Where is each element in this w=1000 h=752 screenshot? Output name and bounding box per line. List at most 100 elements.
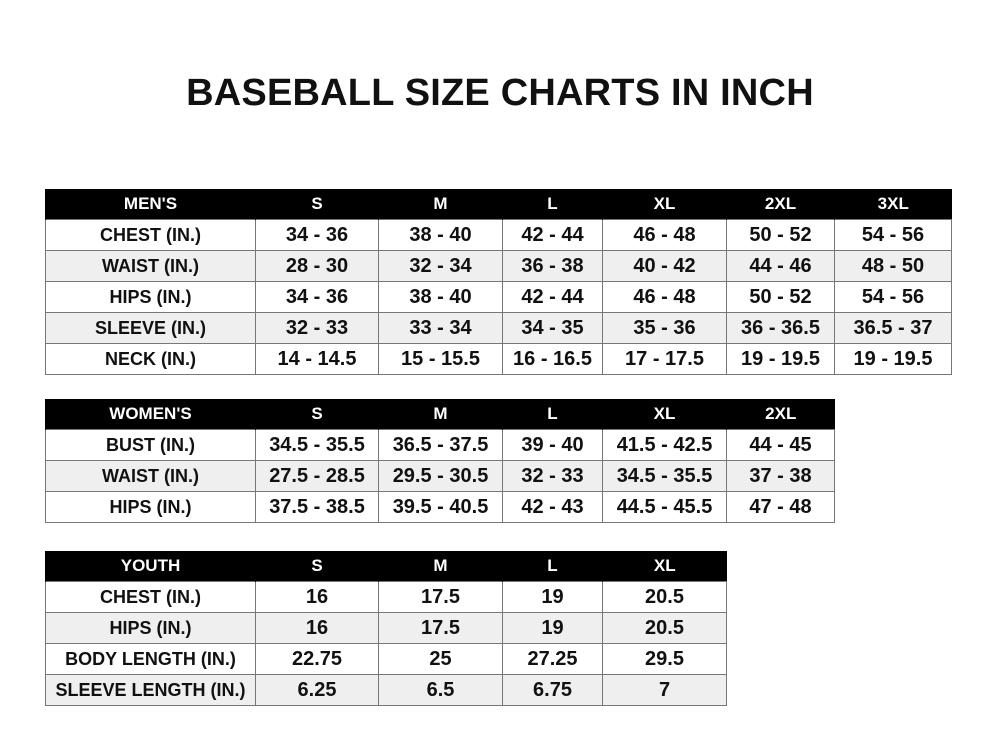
size-value: 34 - 35 [502,312,603,344]
page-title: BASEBALL SIZE CHARTS IN INCH [186,72,814,114]
size-header: 3XL [834,189,952,220]
size-value: 44 - 46 [726,250,835,282]
size-value: 46 - 48 [602,219,727,251]
size-value: 34.5 - 35.5 [255,429,379,461]
size-value: 42 - 43 [502,491,603,523]
header-row: MEN'S S M L XL 2XL 3XL [45,189,952,220]
size-value: 22.75 [255,643,379,675]
size-header: XL [602,189,727,220]
size-value: 29.5 [602,643,727,675]
size-value: 20.5 [602,612,727,644]
size-header: M [378,551,503,582]
size-value: 33 - 34 [378,312,503,344]
size-value: 15 - 15.5 [378,343,503,375]
size-value: 38 - 40 [378,281,503,313]
mens-size-table: MEN'S S M L XL 2XL 3XL CHEST (IN.) 34 - 36 38 - 4… [45,189,952,375]
size-value: 36 - 38 [502,250,603,282]
category-header: WOMEN'S [45,399,256,430]
header-row: WOMEN'S S M L XL 2XL [45,399,835,430]
size-value: 36.5 - 37.5 [378,429,503,461]
size-value: 16 [255,581,379,613]
size-value: 37 - 38 [726,460,835,492]
table-row: NECK (IN.) 14 - 14.5 15 - 15.5 16 - 16.5 17 … [45,343,952,375]
size-value: 34 - 36 [255,281,379,313]
size-value: 19 - 19.5 [834,343,952,375]
size-value: 46 - 48 [602,281,727,313]
table-row: WAIST (IN.) 27.5 - 28.5 29.5 - 30.5 32 - 33… [45,460,835,492]
size-value: 38 - 40 [378,219,503,251]
header-row: YOUTH S M L XL [45,551,727,582]
size-value: 17.5 [378,612,503,644]
table-row: SLEEVE LENGTH (IN.) 6.25 6.5 6.75 7 [45,674,727,706]
size-value: 34.5 - 35.5 [602,460,727,492]
size-value: 47 - 48 [726,491,835,523]
size-value: 19 [502,612,603,644]
size-header: M [378,399,503,430]
size-value: 50 - 52 [726,281,835,313]
size-value: 16 - 16.5 [502,343,603,375]
size-value: 17 - 17.5 [602,343,727,375]
size-value: 19 [502,581,603,613]
size-value: 32 - 33 [502,460,603,492]
size-header: XL [602,399,727,430]
table-row: HIPS (IN.) 37.5 - 38.5 39.5 - 40.5 42 - 43 4… [45,491,835,523]
size-header: M [378,189,503,220]
measurement-label: NECK (IN.) [45,343,256,375]
size-value: 32 - 34 [378,250,503,282]
size-value: 54 - 56 [834,281,952,313]
table-row: BODY LENGTH (IN.) 22.75 25 27.25 29.5 [45,643,727,675]
category-header: YOUTH [45,551,256,582]
table-row: HIPS (IN.) 16 17.5 19 20.5 [45,612,727,644]
size-value: 42 - 44 [502,281,603,313]
size-value: 14 - 14.5 [255,343,379,375]
size-value: 7 [602,674,727,706]
size-header: S [255,189,379,220]
womens-size-table: WOMEN'S S M L XL 2XL BUST (IN.) 34.5 - 35.5 36.5… [45,399,835,523]
size-value: 39.5 - 40.5 [378,491,503,523]
measurement-label: HIPS (IN.) [45,491,256,523]
size-value: 54 - 56 [834,219,952,251]
youth-size-table: YOUTH S M L XL CHEST (IN.) 16 17.5 19 20.5 HIPS (I… [45,551,727,706]
size-value: 37.5 - 38.5 [255,491,379,523]
size-value: 29.5 - 30.5 [378,460,503,492]
size-value: 42 - 44 [502,219,603,251]
size-value: 36.5 - 37 [834,312,952,344]
size-value: 6.5 [378,674,503,706]
measurement-label: SLEEVE LENGTH (IN.) [45,674,256,706]
size-value: 20.5 [602,581,727,613]
size-header: 2XL [726,189,835,220]
size-value: 6.25 [255,674,379,706]
size-value: 40 - 42 [602,250,727,282]
size-value: 44.5 - 45.5 [602,491,727,523]
measurement-label: SLEEVE (IN.) [45,312,256,344]
size-value: 48 - 50 [834,250,952,282]
size-header: L [502,189,603,220]
size-value: 34 - 36 [255,219,379,251]
size-header: L [502,551,603,582]
size-value: 25 [378,643,503,675]
size-header: 2XL [726,399,835,430]
size-header: S [255,399,379,430]
size-value: 19 - 19.5 [726,343,835,375]
size-value: 35 - 36 [602,312,727,344]
measurement-label: HIPS (IN.) [45,281,256,313]
measurement-label: BODY LENGTH (IN.) [45,643,256,675]
table-row: WAIST (IN.) 28 - 30 32 - 34 36 - 38 40 - 42 4… [45,250,952,282]
table-row: CHEST (IN.) 16 17.5 19 20.5 [45,581,727,613]
table-row: BUST (IN.) 34.5 - 35.5 36.5 - 37.5 39 - 40 4… [45,429,835,461]
measurement-label: WAIST (IN.) [45,460,256,492]
size-value: 44 - 45 [726,429,835,461]
size-value: 6.75 [502,674,603,706]
size-value: 39 - 40 [502,429,603,461]
size-value: 27.25 [502,643,603,675]
size-value: 50 - 52 [726,219,835,251]
measurement-label: HIPS (IN.) [45,612,256,644]
size-value: 16 [255,612,379,644]
table-row: HIPS (IN.) 34 - 36 38 - 40 42 - 44 46 - 48 50… [45,281,952,313]
table-row: CHEST (IN.) 34 - 36 38 - 40 42 - 44 46 - 48 5… [45,219,952,251]
measurement-label: CHEST (IN.) [45,581,256,613]
measurement-label: WAIST (IN.) [45,250,256,282]
size-header: L [502,399,603,430]
size-value: 32 - 33 [255,312,379,344]
measurement-label: BUST (IN.) [45,429,256,461]
